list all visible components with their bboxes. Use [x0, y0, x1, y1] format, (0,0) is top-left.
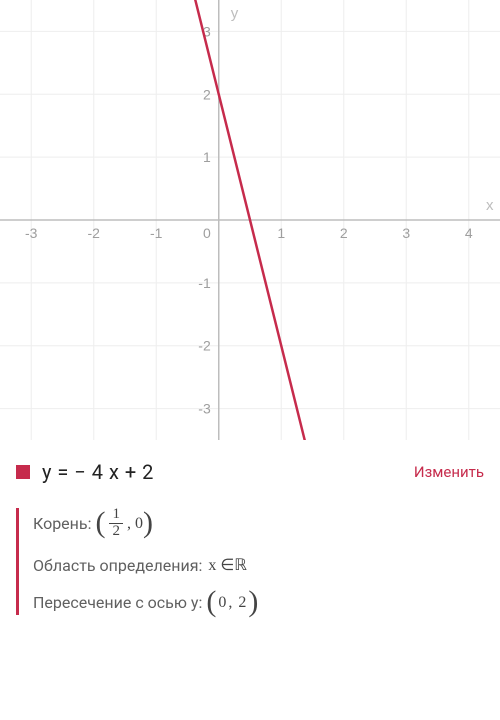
root-y: 0: [135, 513, 143, 535]
paren-close: ): [143, 511, 153, 535]
paren-open-2: (: [206, 590, 216, 614]
yint-y: 2: [236, 592, 248, 614]
svg-text:2: 2: [203, 86, 211, 102]
info-panel: y = − 4 x + 2 Изменить Корень: ( 1 2 , 0…: [0, 440, 500, 645]
domain-row: Область определения: x ∈ ℝ: [33, 555, 484, 577]
svg-text:2: 2: [340, 225, 348, 241]
domain-label: Область определения:: [33, 555, 202, 577]
svg-text:4: 4: [465, 225, 473, 241]
details-section: Корень: ( 1 2 , 0 ) Область определения:…: [16, 508, 484, 615]
paren-open: (: [95, 511, 105, 535]
root-fraction: 1 2: [109, 507, 123, 540]
root-denominator: 2: [109, 524, 123, 540]
svg-text:-1: -1: [150, 225, 163, 241]
chart-svg: -3-2-11234-3-2-11230xy: [0, 0, 500, 440]
svg-text:3: 3: [402, 225, 410, 241]
yintercept-row: Пересечение с осью y: ( 0 , 2 ): [33, 591, 484, 615]
series-color-swatch: [16, 465, 30, 479]
svg-text:x: x: [486, 197, 494, 214]
svg-text:-2: -2: [198, 338, 211, 354]
comma: ,: [127, 513, 135, 535]
equation-text: y = − 4 x + 2: [42, 460, 154, 484]
root-label: Корень:: [33, 513, 91, 535]
svg-text:-3: -3: [25, 225, 38, 241]
paren-close-2: ): [248, 590, 258, 614]
svg-text:1: 1: [203, 149, 211, 165]
svg-text:0: 0: [203, 225, 211, 241]
equation-left: y = − 4 x + 2: [16, 460, 154, 484]
domain-expr-prefix: x ∈: [208, 555, 234, 577]
yint-x: 0: [216, 592, 228, 614]
domain-expr-set: ℝ: [234, 555, 247, 577]
equation-row: y = − 4 x + 2 Изменить: [16, 452, 484, 494]
svg-text:1: 1: [277, 225, 285, 241]
yintercept-label: Пересечение с осью y:: [33, 592, 202, 614]
root-row: Корень: ( 1 2 , 0 ): [33, 508, 484, 541]
comma-2: ,: [228, 592, 236, 614]
svg-text:-3: -3: [198, 401, 211, 417]
svg-text:y: y: [231, 5, 239, 22]
chart-area: -3-2-11234-3-2-11230xy: [0, 0, 500, 440]
svg-text:-2: -2: [88, 225, 101, 241]
svg-text:-1: -1: [198, 275, 211, 291]
edit-button[interactable]: Изменить: [414, 463, 484, 481]
root-numerator: 1: [109, 507, 123, 524]
